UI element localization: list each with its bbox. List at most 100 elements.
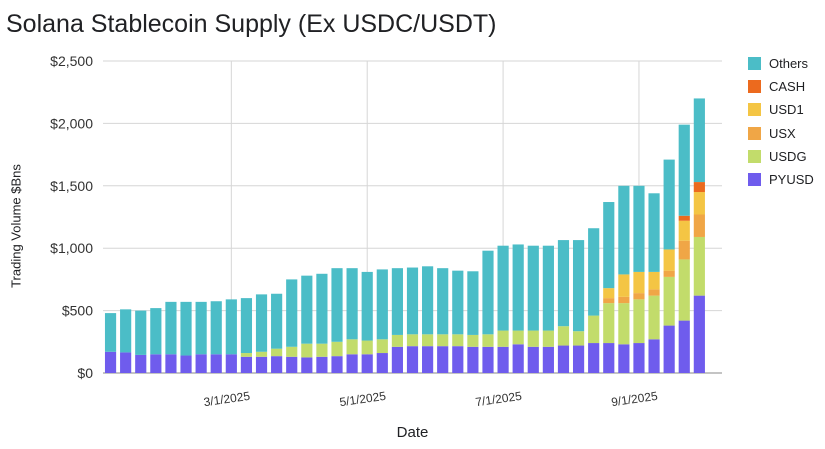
x-tick-label: 9/1/2025 <box>610 389 659 409</box>
bar-segment-pyusd <box>482 346 494 373</box>
bar-segment-pyusd <box>240 356 253 373</box>
bar-segment-others <box>361 271 373 341</box>
bar-segment-pyusd <box>361 354 373 373</box>
bar-segment-pyusd <box>572 345 585 373</box>
bar-segment-usx <box>618 296 630 304</box>
bar-segment-pyusd <box>497 346 509 373</box>
bar-segment-usdg <box>286 346 298 357</box>
bar-segment-usdg <box>648 295 660 340</box>
legend-item-usd1: USD1 <box>748 98 814 121</box>
bar-segment-pyusd <box>210 354 222 373</box>
bar-segment-usd1 <box>693 192 705 215</box>
bar-segment-pyusd <box>376 353 388 373</box>
bar-segment-usdg <box>316 343 328 357</box>
bar-layer <box>104 98 705 373</box>
bar-segment-others <box>286 279 298 347</box>
bar-segment-usdg <box>361 340 373 355</box>
bar-segment-usdg <box>331 341 343 357</box>
legend-swatch <box>748 173 761 187</box>
legend-swatch <box>748 80 761 94</box>
bar-segment-others <box>210 301 222 355</box>
bar-segment-others <box>437 268 449 335</box>
bar-segment-pyusd <box>301 357 313 373</box>
legend-swatch <box>748 103 761 117</box>
bar-segment-others <box>180 301 192 356</box>
bar-segment-others <box>271 293 283 349</box>
bar-segment-usx <box>633 293 645 300</box>
bar-segment-pyusd <box>180 355 192 373</box>
legend-swatch <box>748 126 761 140</box>
bar-segment-usx <box>693 214 705 237</box>
bar-segment-pyusd <box>195 354 207 373</box>
bar-segment-usdg <box>467 334 479 347</box>
bar-segment-cash <box>693 182 705 193</box>
bar-segment-usdg <box>603 303 615 344</box>
y-tick-label: $500 <box>62 303 93 319</box>
bar-segment-pyusd <box>165 354 177 373</box>
bar-segment-others <box>527 245 539 331</box>
legend-item-cash: CASH <box>748 75 814 98</box>
bar-segment-usdg <box>512 330 524 345</box>
bar-segment-pyusd <box>618 344 630 373</box>
bar-segment-usdg <box>572 331 585 346</box>
bar-segment-others <box>165 301 177 355</box>
bar-segment-others <box>678 124 690 216</box>
bar-segment-others <box>572 240 585 332</box>
bar-segment-others <box>618 185 630 275</box>
chart-title: Solana Stablecoin Supply (Ex USDC/USDT) <box>6 10 497 38</box>
bar-segment-usdg <box>618 303 630 345</box>
bar-segment-usdg <box>633 299 645 344</box>
bar-segment-pyusd <box>603 343 615 373</box>
bar-segment-others <box>482 250 494 335</box>
bar-segment-pyusd <box>104 351 117 373</box>
bar-segment-pyusd <box>678 320 690 373</box>
bar-segment-pyusd <box>648 339 660 373</box>
bar-segment-pyusd <box>693 295 705 373</box>
bar-segment-others <box>542 245 554 331</box>
bar-segment-pyusd <box>286 356 298 373</box>
bar-segment-usdg <box>255 351 268 357</box>
bar-segment-others <box>648 193 660 272</box>
bar-segment-usdg <box>240 353 253 357</box>
x-tick-label: 3/1/2025 <box>203 389 252 409</box>
x-axis-label: Date <box>396 424 429 441</box>
bar-segment-usdg <box>406 334 419 347</box>
bar-segment-others <box>331 268 343 342</box>
y-tick-labels: $0 $500 $1,000 $1,500 $2,000 $2,500 <box>50 53 93 381</box>
bar-segment-usdg <box>678 259 690 321</box>
bar-segment-others <box>316 273 328 344</box>
bar-segment-usdg <box>557 326 570 346</box>
bar-segment-others <box>120 309 132 353</box>
bar-segment-usdg <box>422 334 434 347</box>
legend: Others CASH USD1 USX USDG PYUSD <box>748 52 814 191</box>
bar-segment-usd1 <box>603 288 615 299</box>
bar-segment-pyusd <box>663 325 675 373</box>
bar-segment-pyusd <box>346 354 358 373</box>
y-tick-label: $2,500 <box>50 53 93 69</box>
legend-item-usdg: USDG <box>748 145 814 168</box>
bar-segment-others <box>376 269 388 340</box>
bar-segment-usx <box>648 289 660 296</box>
bar-segment-others <box>391 268 403 335</box>
legend-swatch <box>748 57 761 71</box>
legend-label: USX <box>769 125 796 141</box>
y-tick-label: $2,000 <box>50 115 93 131</box>
bar-segment-usx <box>603 298 615 304</box>
bar-segment-pyusd <box>255 356 268 373</box>
bar-segment-others <box>557 240 570 327</box>
y-tick-label: $0 <box>77 365 93 381</box>
bar-segment-usd1 <box>648 271 660 290</box>
legend-label: USDG <box>769 148 807 164</box>
bar-segment-pyusd <box>316 356 328 373</box>
bar-segment-usdg <box>271 348 283 357</box>
legend-label: Others <box>769 56 809 72</box>
bar-segment-usdg <box>301 343 313 358</box>
bar-segment-usdg <box>693 236 705 296</box>
bar-segment-others <box>150 308 162 355</box>
bar-segment-others <box>588 228 600 316</box>
y-tick-label: $1,000 <box>50 240 93 256</box>
bar-segment-usdg <box>497 330 509 347</box>
bar-segment-others <box>240 298 253 354</box>
